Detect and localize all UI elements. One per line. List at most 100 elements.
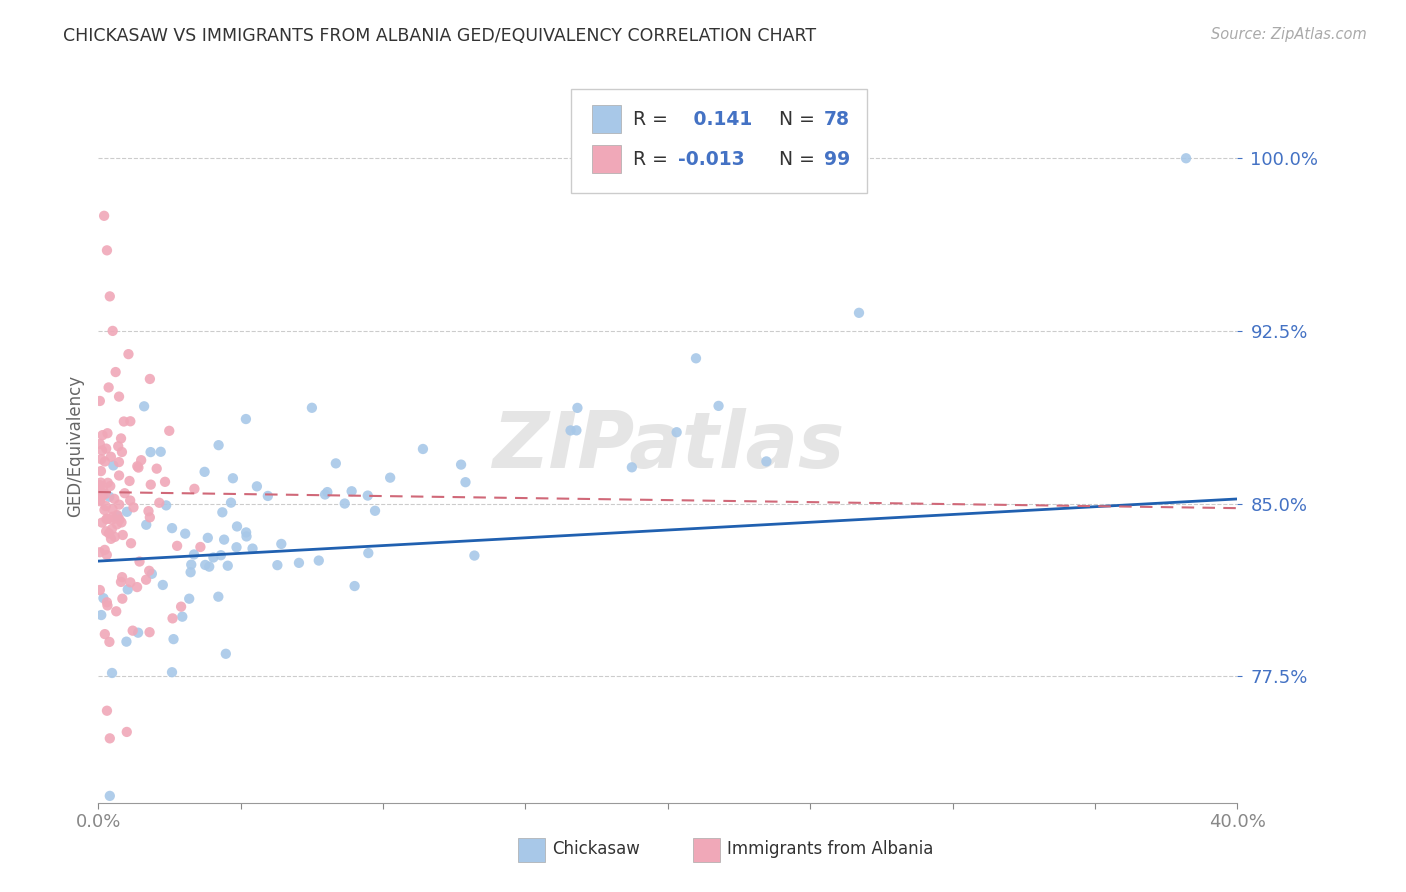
Point (89, 545, 111, 559)
Point (139, 510, 162, 524)
Point (160, 665, 183, 680)
Point (89, 582, 111, 597)
Point (194, 465, 217, 479)
Point (127, 459, 149, 474)
Point (157, 424, 180, 438)
Point (105, 517, 128, 532)
Point (118, 474, 141, 488)
Point (314, 487, 336, 501)
FancyBboxPatch shape (571, 89, 868, 193)
Point (139, 445, 162, 459)
Point (93, 591, 115, 606)
Point (357, 546, 380, 560)
Point (138, 504, 160, 518)
Point (89, 478, 111, 492)
Y-axis label: GED/Equivalency: GED/Equivalency (66, 375, 84, 517)
Point (364, 504, 387, 518)
Point (198, 559, 221, 574)
Point (120, 414, 142, 428)
Point (215, 647, 238, 661)
Point (148, 496, 170, 510)
Point (139, 372, 162, 386)
Point (89, 494, 111, 508)
Point (120, 536, 142, 550)
Point (246, 479, 269, 493)
Point (96, 548, 118, 562)
Point (450, 458, 472, 472)
Point (111, 591, 134, 606)
Point (155, 499, 177, 513)
Point (96, 244, 118, 258)
Point (160, 521, 183, 535)
Point (333, 497, 356, 511)
Point (105, 508, 128, 522)
Point (90, 608, 112, 623)
Point (211, 505, 233, 519)
Point (110, 432, 132, 446)
Point (152, 578, 174, 592)
Point (104, 530, 127, 544)
Point (97, 475, 120, 490)
Point (174, 526, 197, 541)
Point (127, 460, 149, 475)
Point (110, 574, 132, 589)
Text: Source: ZipAtlas.com: Source: ZipAtlas.com (1211, 27, 1367, 42)
Point (93, 542, 115, 557)
Point (340, 484, 363, 499)
Point (180, 566, 202, 580)
Point (217, 558, 239, 573)
Point (135, 573, 157, 587)
Point (107, 509, 129, 524)
Point (463, 549, 485, 563)
Point (848, 306, 870, 320)
Point (94, 487, 117, 501)
Point (194, 558, 217, 572)
Text: 99: 99 (824, 150, 851, 169)
Point (117, 347, 139, 361)
Point (226, 519, 249, 533)
Point (98, 479, 121, 493)
Text: 78: 78 (824, 110, 849, 128)
Text: -0.013: -0.013 (678, 150, 745, 169)
Text: Immigrants from Albania: Immigrants from Albania (727, 840, 934, 858)
Point (108, 468, 131, 483)
Point (91, 516, 114, 530)
Point (115, 505, 138, 519)
Point (219, 496, 242, 510)
Point (120, 575, 142, 590)
Point (94, 499, 117, 513)
Point (97, 380, 120, 394)
Point (121, 624, 143, 638)
FancyBboxPatch shape (693, 838, 720, 862)
Point (560, 424, 582, 438)
Point (454, 475, 477, 490)
Point (90, 492, 112, 507)
Point (138, 564, 160, 578)
Point (141, 566, 163, 581)
Point (89, 437, 111, 451)
Text: N =: N = (766, 110, 821, 128)
Point (115, 634, 138, 648)
Text: Chickasaw: Chickasaw (551, 840, 640, 858)
Point (114, 486, 136, 500)
Point (567, 401, 589, 415)
Point (139, 477, 162, 491)
Point (308, 553, 330, 567)
Point (127, 625, 149, 640)
Text: N =: N = (766, 150, 821, 169)
Point (316, 485, 339, 500)
Point (96, 426, 118, 441)
Point (93, 503, 115, 517)
Point (172, 609, 194, 624)
Point (101, 509, 124, 524)
Point (190, 540, 212, 554)
Point (98, 635, 121, 649)
Point (153, 475, 176, 489)
Point (242, 541, 264, 556)
Point (91, 428, 114, 442)
Point (132, 400, 155, 414)
Point (343, 579, 366, 593)
Point (1175, 151, 1198, 165)
Point (103, 458, 125, 473)
Point (225, 541, 247, 555)
